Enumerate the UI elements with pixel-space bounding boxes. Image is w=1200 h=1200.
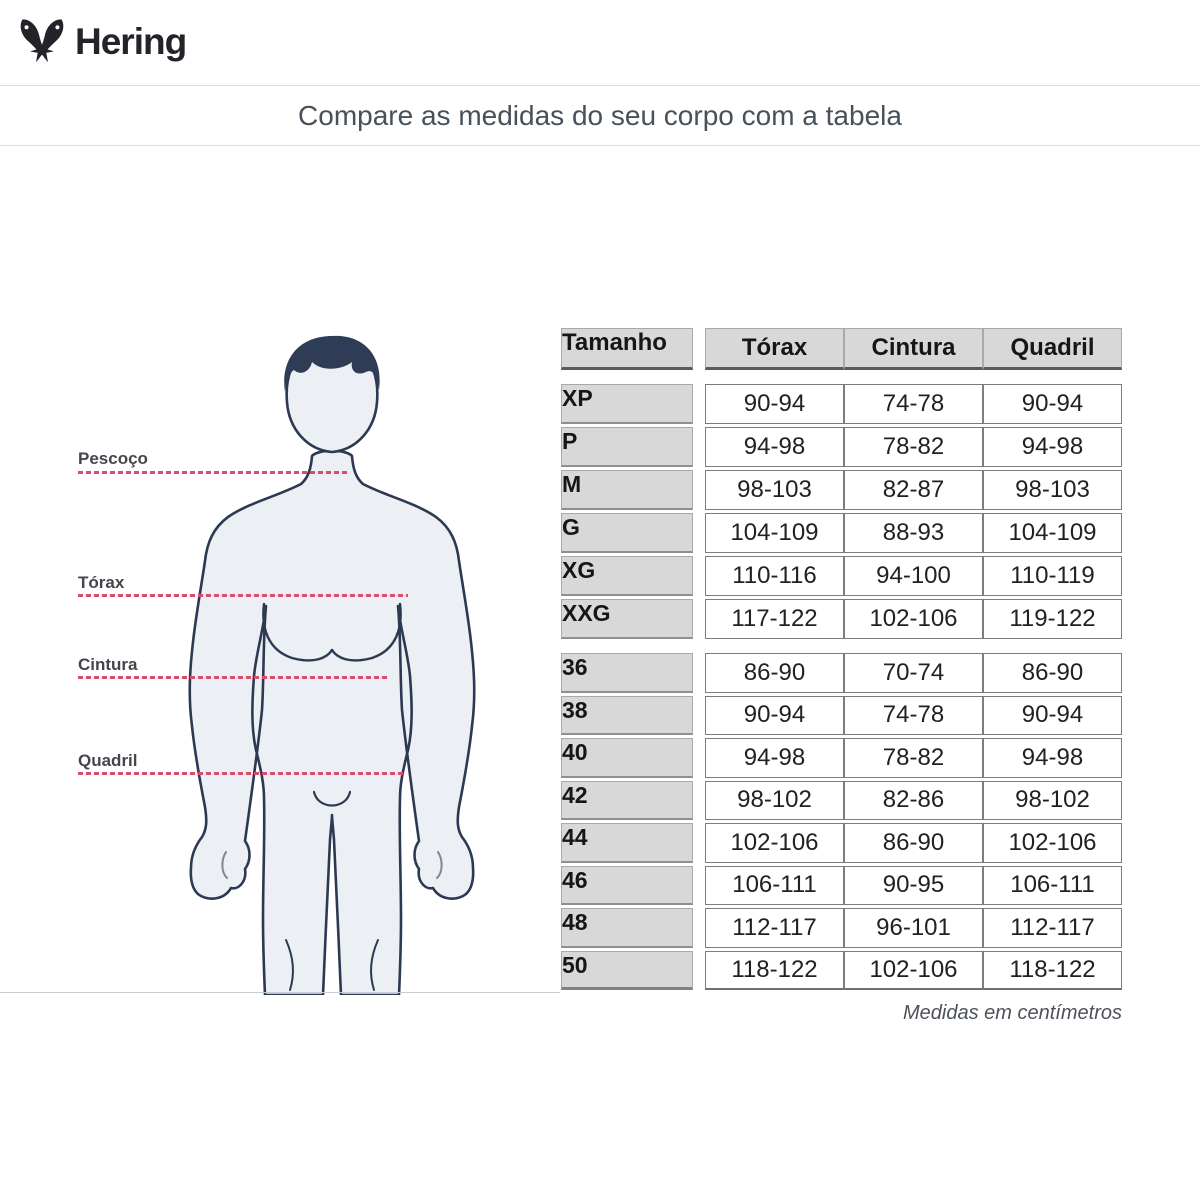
table-row: 36 86-90 70-74 86-90 [561,653,1122,696]
cintura-value: 88-93 [844,513,983,553]
quadril-value: 110-119 [983,556,1122,596]
cintura-value: 102-106 [844,599,983,639]
quadril-value: 98-102 [983,780,1122,820]
torax-value: 118-122 [705,950,844,990]
cintura-value: 74-78 [844,695,983,735]
quadril-value: 104-109 [983,513,1122,553]
torax-value: 90-94 [705,695,844,735]
guide-line-pescoco [78,471,347,474]
table-row: XG 110-116 94-100 110-119 [561,556,1122,599]
size-label: P [561,427,693,467]
size-label: M [561,470,693,510]
cintura-value: 78-82 [844,738,983,778]
torax-value: 86-90 [705,653,844,693]
cintura-value: 102-106 [844,950,983,990]
table-row: M 98-103 82-87 98-103 [561,470,1122,513]
brand-name: Hering [75,20,187,62]
units-footnote: Medidas em centímetros [903,1002,1122,1024]
figure-baseline [0,992,560,993]
torax-value: 102-106 [705,823,844,863]
size-label: XP [561,384,693,424]
cintura-value: 82-86 [844,780,983,820]
torax-value: 94-98 [705,738,844,778]
torax-value: 110-116 [705,556,844,596]
size-label: 42 [561,780,693,820]
table-header-row: Tamanho Tórax Cintura Quadril [561,328,1122,370]
header-divider [0,85,1200,86]
crossed-fish-icon [20,19,64,63]
label-torax: Tórax [78,573,125,592]
size-label: 44 [561,823,693,863]
quadril-value: 112-117 [983,908,1122,948]
guide-line-cintura [78,676,390,679]
number-sizes-block: 36 86-90 70-74 86-90 38 90-94 74-78 90-9… [561,653,1122,993]
table-row: XXG 117-122 102-106 119-122 [561,599,1122,642]
cintura-value: 82-87 [844,470,983,510]
quadril-value: 94-98 [983,738,1122,778]
cintura-value: 86-90 [844,823,983,863]
quadril-value: 90-94 [983,384,1122,424]
quadril-value: 118-122 [983,950,1122,990]
table-row: 50 118-122 102-106 118-122 [561,950,1122,994]
guide-line-torax [78,594,408,597]
quadril-value: 102-106 [983,823,1122,863]
quadril-value: 98-103 [983,470,1122,510]
torax-value: 104-109 [705,513,844,553]
size-label: XXG [561,599,693,639]
table-row: 38 90-94 74-78 90-94 [561,695,1122,739]
cintura-value: 96-101 [844,908,983,948]
quadril-value: 86-90 [983,653,1122,693]
brand-logo[interactable]: Hering [14,14,187,64]
size-label: XG [561,556,693,596]
torax-value: 117-122 [705,599,844,639]
table-row: 44 102-106 86-90 102-106 [561,823,1122,866]
column-header-torax: Tórax [705,328,844,370]
table-row: P 94-98 78-82 94-98 [561,427,1122,470]
title-band: Compare as medidas do seu corpo com a ta… [0,86,1200,146]
size-label: 40 [561,738,693,778]
quadril-value: 119-122 [983,599,1122,639]
label-cintura: Cintura [78,655,138,674]
size-label: 36 [561,653,693,693]
column-header-cintura: Cintura [844,328,983,370]
cintura-value: 90-95 [844,865,983,905]
size-table: Tamanho Tórax Cintura Quadril XP 90-94 7… [561,328,1122,993]
cintura-value: 94-100 [844,556,983,596]
cintura-value: 78-82 [844,427,983,467]
column-header-quadril: Quadril [983,328,1122,370]
torax-value: 112-117 [705,908,844,948]
table-row: 48 112-117 96-101 112-117 [561,908,1122,951]
page-title: Compare as medidas do seu corpo com a ta… [298,99,902,131]
label-pescoco: Pescoço [78,449,148,468]
quadril-value: 106-111 [983,865,1122,905]
body-measurement-figure [188,335,476,995]
table-row: G 104-109 88-93 104-109 [561,513,1122,556]
quadril-value: 94-98 [983,427,1122,467]
letter-sizes-block: XP 90-94 74-78 90-94 P 94-98 78-82 94-98… [561,384,1122,642]
torax-value: 90-94 [705,384,844,424]
label-quadril: Quadril [78,751,138,770]
table-row: 42 98-102 82-86 98-102 [561,780,1122,824]
size-label: G [561,513,693,553]
table-row: 46 106-111 90-95 106-111 [561,865,1122,909]
size-label: 48 [561,908,693,948]
table-row: 40 94-98 78-82 94-98 [561,738,1122,781]
table-row: XP 90-94 74-78 90-94 [561,384,1122,427]
torax-value: 94-98 [705,427,844,467]
size-label: 38 [561,695,693,735]
cintura-value: 74-78 [844,384,983,424]
torax-value: 98-102 [705,780,844,820]
cintura-value: 70-74 [844,653,983,693]
torax-value: 98-103 [705,470,844,510]
size-label: 50 [561,950,693,990]
column-header-tamanho: Tamanho [561,328,693,370]
size-label: 46 [561,865,693,905]
quadril-value: 90-94 [983,695,1122,735]
guide-line-quadril [78,772,403,775]
torax-value: 106-111 [705,865,844,905]
